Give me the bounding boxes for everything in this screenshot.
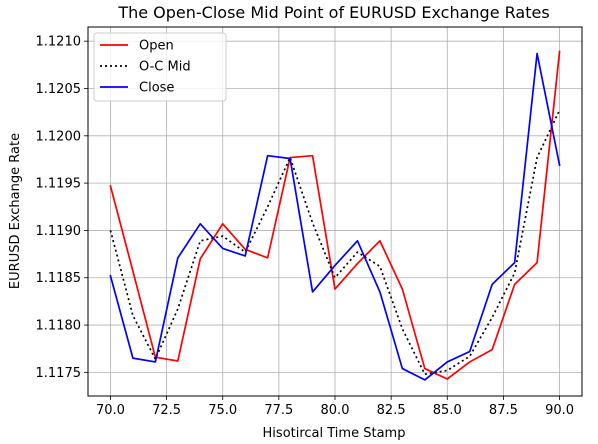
x-tick-label: 72.5 (152, 403, 181, 418)
series-line-open (109, 50, 561, 380)
grid (88, 27, 582, 396)
x-tick-label: 80.0 (321, 403, 350, 418)
series-line-o-c-mid (109, 109, 561, 376)
legend-label-o-c-mid: O-C Mid (139, 60, 191, 75)
y-tick-label: 1.1195 (36, 177, 82, 192)
y-tick-label: 1.1175 (36, 366, 82, 381)
x-tick-label: 70.0 (96, 403, 125, 418)
y-tick-label: 1.1185 (36, 271, 82, 286)
x-tick-label: 82.5 (377, 403, 406, 418)
y-tick-label: 1.1210 (36, 35, 82, 50)
legend-label-open: Open (139, 39, 174, 54)
x-tick-label: 77.5 (264, 403, 293, 418)
y-tick-label: 1.1180 (36, 319, 82, 334)
legend-label-close: Close (139, 81, 174, 96)
series-layer (109, 50, 561, 381)
ticks: 70.0 72.5 75.0 77.5 80.0 82.5 85.0 87.5 90.0 1.11… (36, 35, 575, 418)
x-tick-label: 90.0 (545, 403, 574, 418)
series-line-close (109, 52, 561, 381)
y-tick-label: 1.1200 (36, 129, 82, 144)
legend-box (93, 32, 227, 102)
legend: Open O-C Mid Close (93, 32, 227, 102)
x-tick-label: 75.0 (208, 403, 237, 418)
x-axis-label: Hisotircal Time Stamp (263, 426, 406, 441)
y-tick-label: 1.1205 (36, 82, 82, 97)
x-tick-label: 87.5 (489, 403, 518, 418)
chart-title: The Open-Close Mid Point of EURUSD Excha… (117, 3, 549, 22)
x-tick-label: 85.0 (433, 403, 462, 418)
y-axis-label: EURUSD Exchange Rate (8, 133, 23, 289)
y-tick-label: 1.1190 (36, 224, 82, 239)
